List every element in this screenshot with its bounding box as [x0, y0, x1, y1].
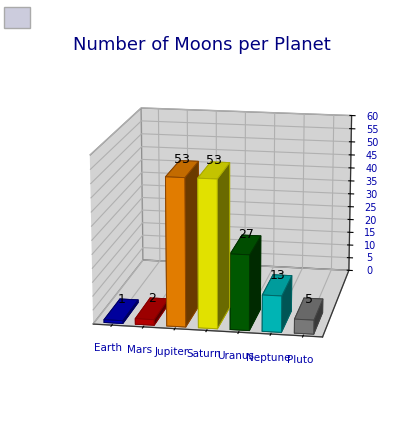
Text: threed-bar-chart-example.lisp: threed-bar-chart-example.lisp [112, 13, 292, 23]
Text: ─: ─ [342, 13, 349, 23]
Text: □: □ [360, 13, 371, 23]
Bar [4, 7, 30, 29]
Text: Number of Moons per Planet: Number of Moons per Planet [73, 36, 331, 55]
Text: ✕: ✕ [383, 13, 393, 23]
